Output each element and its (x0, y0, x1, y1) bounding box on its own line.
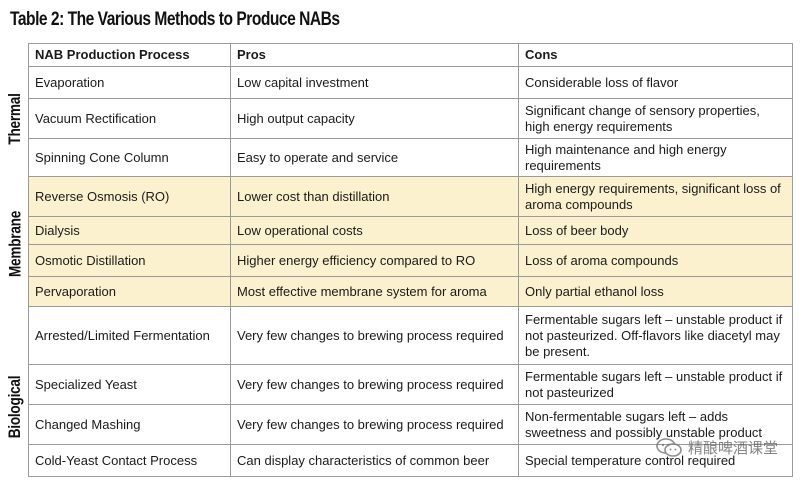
table-row: Pervaporation Most effective membrane sy… (28, 276, 793, 307)
cell-cons: Only partial ethanol loss (518, 276, 793, 307)
table-row: Cold-Yeast Contact Process Can display c… (28, 444, 793, 477)
table-title: Table 2: The Various Methods to Produce … (10, 9, 340, 30)
table-row: Specialized Yeast Very few changes to br… (28, 364, 793, 405)
cell-cons: High energy requirements, significant lo… (518, 176, 793, 217)
cell-process: Osmotic Distillation (28, 244, 231, 277)
group-labels: Thermal Membrane Biological (0, 64, 30, 479)
cell-pros: High output capacity (230, 98, 519, 139)
cell-process: Reverse Osmosis (RO) (28, 176, 231, 217)
cell-cons: High maintenance and high energy require… (518, 138, 793, 177)
cell-pros: Higher energy efficiency compared to RO (230, 244, 519, 277)
table-header-row: NAB Production Process Pros Cons (28, 43, 793, 67)
table-row: Dialysis Low operational costs Loss of b… (28, 216, 793, 245)
table-row: Arrested/Limited Fermentation Very few c… (28, 306, 793, 365)
cell-cons: Loss of beer body (518, 216, 793, 245)
table-row: Changed Mashing Very few changes to brew… (28, 404, 793, 445)
cell-process: Cold-Yeast Contact Process (28, 444, 231, 477)
cell-pros: Very few changes to brewing process requ… (230, 364, 519, 405)
table-row: Spinning Cone Column Easy to operate and… (28, 138, 793, 177)
cell-pros: Easy to operate and service (230, 138, 519, 177)
cell-process: Dialysis (28, 216, 231, 245)
cell-pros: Low capital investment (230, 66, 519, 99)
table-row: Osmotic Distillation Higher energy effic… (28, 244, 793, 277)
cell-cons: Special temperature control required (518, 444, 793, 477)
cell-cons: Considerable loss of flavor (518, 66, 793, 99)
cell-process: Changed Mashing (28, 404, 231, 445)
table-row: Vacuum Rectification High output capacit… (28, 98, 793, 139)
cell-cons: Significant change of sensory properties… (518, 98, 793, 139)
cell-process: Vacuum Rectification (28, 98, 231, 139)
cell-process: Specialized Yeast (28, 364, 231, 405)
cell-pros: Can display characteristics of common be… (230, 444, 519, 477)
group-label-thermal: Thermal (5, 93, 25, 145)
cell-pros: Low operational costs (230, 216, 519, 245)
cell-process: Spinning Cone Column (28, 138, 231, 177)
cell-pros: Lower cost than distillation (230, 176, 519, 217)
watermark-text: 精酿啤酒课堂 (687, 439, 778, 457)
nab-methods-table: NAB Production Process Pros Cons Evapora… (28, 43, 793, 477)
header-pros: Pros (230, 43, 519, 67)
cell-process: Evaporation (28, 66, 231, 99)
header-process: NAB Production Process (28, 43, 231, 67)
cell-cons: Fermentable sugars left – unstable produ… (518, 364, 793, 405)
table-row: Reverse Osmosis (RO) Lower cost than dis… (28, 176, 793, 217)
cell-pros: Very few changes to brewing process requ… (230, 404, 519, 445)
header-cons: Cons (518, 43, 793, 67)
table-row: Evaporation Low capital investment Consi… (28, 66, 793, 99)
wechat-icon (656, 437, 682, 458)
cell-pros: Very few changes to brewing process requ… (230, 306, 519, 365)
cell-cons: Fermentable sugars left – unstable produ… (518, 306, 793, 365)
cell-pros: Most effective membrane system for aroma (230, 276, 519, 307)
cell-process: Pervaporation (28, 276, 231, 307)
group-label-biological: Biological (5, 375, 25, 438)
watermark: 精酿啤酒课堂 (656, 437, 778, 458)
cell-process: Arrested/Limited Fermentation (28, 306, 231, 365)
cell-cons: Loss of aroma compounds (518, 244, 793, 277)
group-label-membrane: Membrane (5, 210, 24, 278)
